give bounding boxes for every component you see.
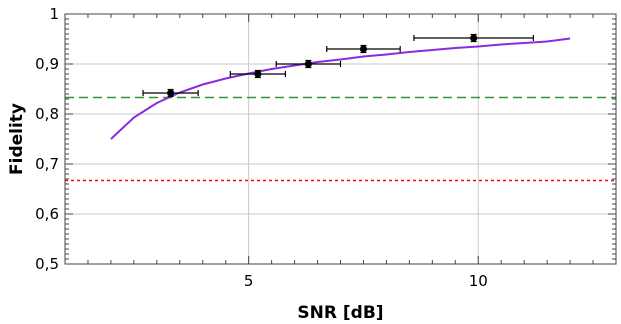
data-point — [470, 34, 478, 42]
y-tick-label: 0,9 — [35, 55, 59, 73]
fit-curve-layer — [110, 37, 571, 140]
x-tick-label: 10 — [469, 272, 488, 290]
y-tick-label: 1 — [49, 5, 59, 23]
data-points — [142, 33, 534, 98]
plot-frame — [64, 13, 617, 265]
y-tick-label: 0,5 — [35, 255, 59, 273]
y-axis-title: Fidelity — [7, 103, 27, 175]
tick-labels: 5 10 0,5 0,6 0,7 0,8 0,9 1 — [35, 5, 488, 290]
data-point — [304, 60, 312, 68]
data-point-group — [142, 88, 199, 98]
data-point-group — [229, 69, 286, 79]
y-tick-label: 0,6 — [35, 205, 59, 223]
data-point-group — [413, 33, 534, 43]
grid — [65, 14, 616, 264]
data-point-group — [275, 59, 342, 69]
data-point — [167, 89, 175, 97]
x-axis-title: SNR [dB] — [297, 303, 383, 323]
reference-lines — [65, 96, 616, 182]
fit-curve — [110, 37, 571, 140]
data-point — [254, 70, 262, 78]
y-tick-label: 0,8 — [35, 105, 59, 123]
data-point — [359, 45, 368, 53]
axis-ticks — [64, 13, 617, 265]
x-tick-label: 5 — [244, 272, 254, 290]
y-tick-label: 0,7 — [35, 155, 59, 173]
data-point-group — [326, 44, 401, 54]
